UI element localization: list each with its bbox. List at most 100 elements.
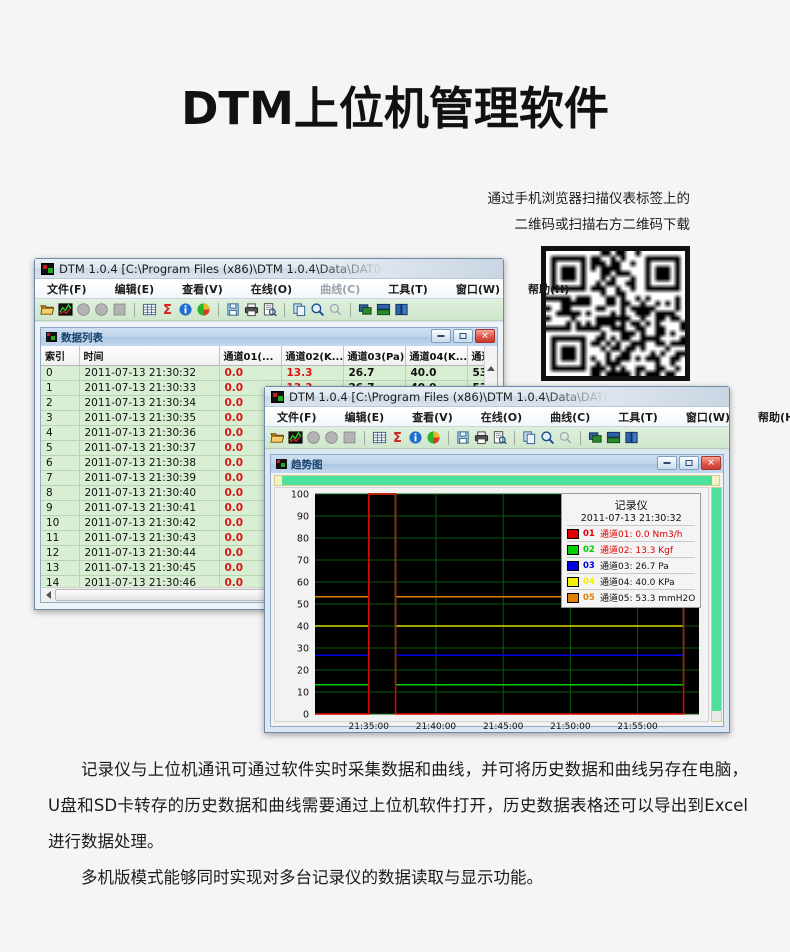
column-header-0[interactable]: 索引 bbox=[41, 346, 80, 366]
legend-channel-label: 通道02: 13.3 Kgf bbox=[600, 546, 674, 556]
menu-item-6[interactable]: 窗口(W) bbox=[455, 282, 501, 296]
print-icon[interactable] bbox=[244, 302, 259, 317]
open-folder-icon[interactable] bbox=[270, 430, 285, 445]
sigma-icon[interactable]: Σ bbox=[390, 430, 405, 446]
table-cell: 9 bbox=[41, 500, 80, 516]
menu-item-0[interactable]: 文件(F) bbox=[277, 410, 317, 424]
maximize-button[interactable] bbox=[453, 329, 473, 343]
menu-item-4: 曲线(C) bbox=[320, 282, 361, 296]
print-preview-icon[interactable] bbox=[492, 430, 507, 445]
column-header-1[interactable]: 时间 bbox=[79, 346, 220, 366]
save-as-icon[interactable] bbox=[226, 302, 241, 317]
tool-bar[interactable]: Σ bbox=[265, 427, 729, 449]
menu-item-5[interactable]: 工具(T) bbox=[388, 282, 428, 296]
child-title-bar[interactable]: 数据列表 ✕ bbox=[41, 328, 497, 346]
table-cell: 2011-07-13 21:30:39 bbox=[79, 470, 220, 486]
legend-row-01: 01 通道01: 0.0 Nm3/h bbox=[567, 525, 696, 541]
stop-circle-icon[interactable] bbox=[94, 302, 109, 317]
print-preview-icon[interactable] bbox=[262, 302, 277, 317]
window-buttons[interactable]: ✕ bbox=[657, 456, 721, 470]
chart-scroll-thumb[interactable] bbox=[712, 488, 721, 711]
pie-chart-icon[interactable] bbox=[426, 430, 441, 445]
print-icon[interactable] bbox=[474, 430, 489, 445]
minimize-button[interactable] bbox=[431, 329, 451, 343]
menu-item-2[interactable]: 查看(V) bbox=[412, 410, 453, 424]
menu-item-3[interactable]: 在线(O) bbox=[480, 410, 523, 424]
dtm-window-trend-chart[interactable]: DTM 1.0.4 [C:\Program Files (x86)\DTM 1.… bbox=[264, 386, 790, 733]
close-icon: ✕ bbox=[707, 457, 715, 468]
column-header-4[interactable]: 通道03(Pa) bbox=[343, 346, 406, 366]
scroll-up-icon[interactable] bbox=[487, 366, 495, 371]
window-title-bar[interactable]: DTM 1.0.4 [C:\Program Files (x86)\DTM 1.… bbox=[35, 259, 503, 279]
column-header-2[interactable]: 通道01(... bbox=[219, 346, 282, 366]
table-cell: 2011-07-13 21:30:33 bbox=[79, 380, 220, 396]
stop-circle-icon[interactable] bbox=[324, 430, 339, 445]
scroll-left-icon[interactable] bbox=[41, 588, 55, 602]
copy-icon[interactable] bbox=[292, 302, 307, 317]
menu-item-3[interactable]: 在线(O) bbox=[250, 282, 293, 296]
copy-icon[interactable] bbox=[522, 430, 537, 445]
legend-color-swatch bbox=[567, 528, 579, 539]
stop-square-icon[interactable] bbox=[342, 430, 357, 445]
menu-item-2[interactable]: 查看(V) bbox=[182, 282, 223, 296]
tool-bar[interactable]: Σ bbox=[35, 299, 503, 321]
child-title-text: 趋势图 bbox=[291, 458, 323, 471]
save-as-icon[interactable] bbox=[456, 430, 471, 445]
cascade-windows-icon[interactable] bbox=[588, 430, 603, 445]
table-cell: 2011-07-13 21:30:32 bbox=[79, 365, 220, 381]
column-header-5[interactable]: 通道04(K... bbox=[405, 346, 468, 366]
toolbar-separator bbox=[284, 302, 285, 317]
menu-item-7[interactable]: 帮助(H) bbox=[758, 410, 790, 424]
sigma-icon[interactable]: Σ bbox=[160, 302, 175, 318]
zoom-out-icon[interactable] bbox=[328, 302, 343, 317]
menu-item-1[interactable]: 编辑(E) bbox=[114, 282, 155, 296]
grid-table-icon[interactable] bbox=[142, 302, 157, 317]
qr-caption-line-1: 通过手机浏览器扫描仪表标签上的 bbox=[487, 191, 691, 207]
zoom-in-icon[interactable] bbox=[540, 430, 555, 445]
cascade-windows-icon[interactable] bbox=[358, 302, 373, 317]
menu-item-4[interactable]: 曲线(C) bbox=[550, 410, 591, 424]
info-icon[interactable] bbox=[178, 302, 193, 317]
stop-square-icon[interactable] bbox=[112, 302, 127, 317]
menu-item-6[interactable]: 窗口(W) bbox=[685, 410, 731, 424]
window-title-bar[interactable]: DTM 1.0.4 [C:\Program Files (x86)\DTM 1.… bbox=[265, 387, 729, 407]
legend-row-05: 05 通道05: 53.3 mmH2O bbox=[567, 589, 696, 605]
open-folder-icon[interactable] bbox=[40, 302, 55, 317]
zoom-in-icon[interactable] bbox=[310, 302, 325, 317]
close-button[interactable]: ✕ bbox=[475, 329, 495, 343]
table-cell: 2011-07-13 21:30:41 bbox=[79, 500, 220, 516]
tile-horizontal-icon[interactable] bbox=[376, 302, 391, 317]
minimize-icon bbox=[663, 462, 671, 464]
chart-icon[interactable] bbox=[288, 430, 303, 445]
column-header-3[interactable]: 通道02(K... bbox=[281, 346, 344, 366]
chart-horizontal-scrollbar[interactable] bbox=[274, 475, 720, 486]
tile-vertical-icon[interactable] bbox=[624, 430, 639, 445]
minimize-button[interactable] bbox=[657, 456, 677, 470]
menu-bar[interactable]: 文件(F) 编辑(E) 查看(V) 在线(O) 曲线(C) 工具(T) 窗口(W) 帮助(H) bbox=[265, 407, 790, 427]
close-button[interactable]: ✕ bbox=[701, 456, 721, 470]
svg-text:21:50:00: 21:50:00 bbox=[550, 722, 591, 732]
chart-vertical-scrollbar[interactable] bbox=[711, 487, 722, 722]
tile-vertical-icon[interactable] bbox=[394, 302, 409, 317]
tile-horizontal-icon[interactable] bbox=[606, 430, 621, 445]
maximize-button[interactable] bbox=[679, 456, 699, 470]
menu-item-0[interactable]: 文件(F) bbox=[47, 282, 87, 296]
qr-caption: 通过手机浏览器扫描仪表标签上的 二维码或扫描右方二维码下载 bbox=[390, 186, 691, 238]
grid-table-icon[interactable] bbox=[372, 430, 387, 445]
chart-icon[interactable] bbox=[58, 302, 73, 317]
child-title-bar[interactable]: 趋势图 ✕ bbox=[271, 455, 723, 473]
child-window-trend-chart[interactable]: 趋势图 ✕ 0 10 20 30 40 50 60 70 80 90 100 21:35:00 21:4… bbox=[270, 454, 724, 732]
menu-bar[interactable]: 文件(F) 编辑(E) 查看(V) 在线(O) 曲线(C) 工具(T) 窗口(W) 帮助(H) bbox=[35, 279, 569, 299]
record-circle-icon[interactable] bbox=[76, 302, 91, 317]
qr-caption-line-2: 二维码或扫描右方二维码下载 bbox=[514, 217, 691, 233]
minimize-icon bbox=[437, 335, 445, 337]
window-buttons[interactable]: ✕ bbox=[431, 329, 495, 343]
menu-item-1[interactable]: 编辑(E) bbox=[344, 410, 385, 424]
info-icon[interactable] bbox=[408, 430, 423, 445]
menu-item-7[interactable]: 帮助(H) bbox=[528, 282, 570, 296]
menu-item-5[interactable]: 工具(T) bbox=[618, 410, 658, 424]
record-circle-icon[interactable] bbox=[306, 430, 321, 445]
pie-chart-icon[interactable] bbox=[196, 302, 211, 317]
zoom-out-icon[interactable] bbox=[558, 430, 573, 445]
